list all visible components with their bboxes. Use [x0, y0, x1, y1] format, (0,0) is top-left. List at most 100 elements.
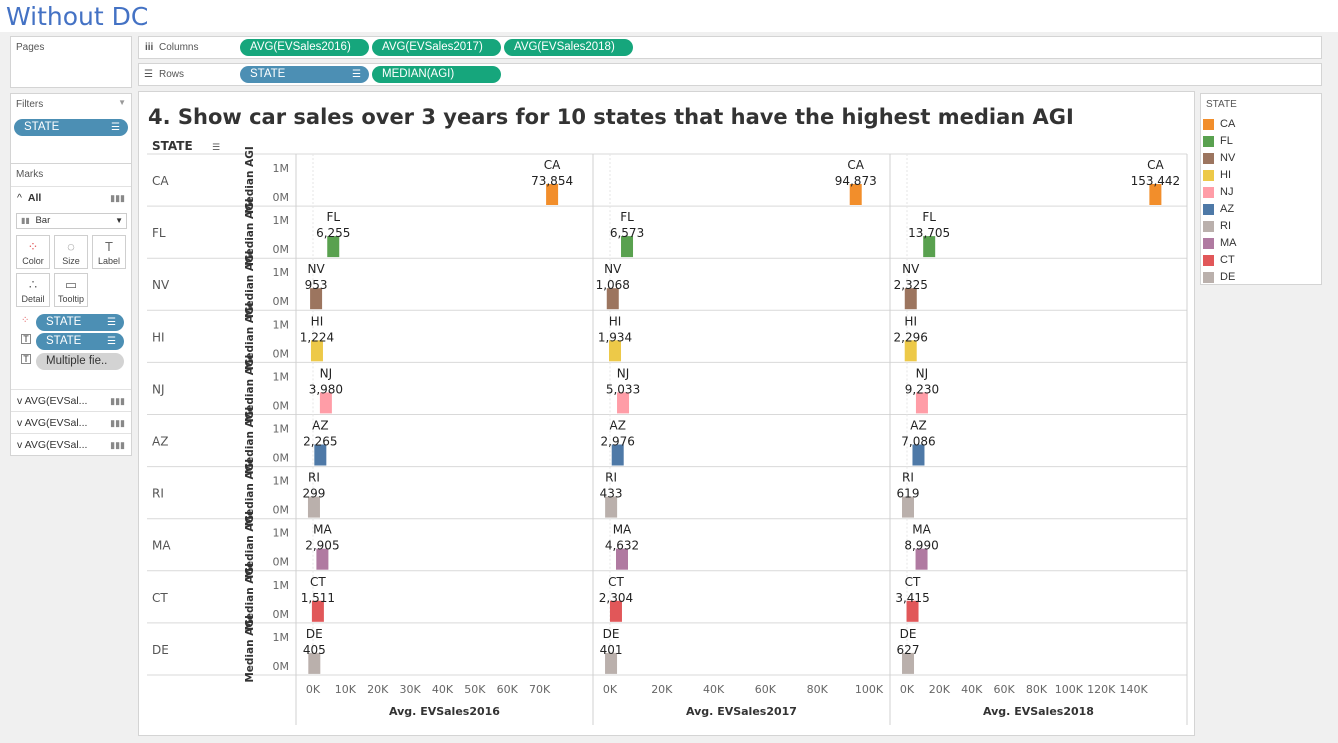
row-axis-label: Median AGI: [244, 407, 256, 475]
bar-de: [902, 652, 915, 674]
row-header-sort-icon[interactable]: ☰: [212, 143, 220, 153]
bar-category-label: MA: [912, 523, 931, 537]
bar-value-label: 299: [303, 487, 326, 501]
row-axis-tick: 1M: [273, 631, 290, 644]
legend-label: FL: [1220, 135, 1233, 147]
sort-icon: ☰: [107, 317, 116, 328]
tooltip-button-label: Tooltip: [57, 294, 84, 304]
bar-value-label: 2,905: [305, 539, 339, 553]
legend-label: MA: [1220, 237, 1237, 249]
pages-label: Pages: [16, 42, 45, 53]
bar-category-label: RI: [605, 471, 617, 485]
bar-category-label: NV: [307, 262, 325, 276]
detail-button[interactable]: ∴ Detail: [16, 273, 50, 307]
x-tick-label: 40K: [703, 683, 725, 696]
x-tick-label: 0K: [603, 683, 618, 696]
bar-ct: [906, 600, 919, 622]
rows-shelf[interactable]: ☰ Rows STATE ☰ MEDIAN(AGI): [138, 63, 1322, 86]
size-button[interactable]: ◌ Size: [54, 235, 88, 269]
x-axis-title: Avg. EVSales2016: [389, 705, 500, 718]
marks-pill-state-label-text: STATE: [46, 335, 82, 347]
size-icon: ◌: [67, 239, 75, 254]
row-axis-tick: 1M: [273, 266, 290, 279]
marks-pill-state-label[interactable]: STATE ☰: [36, 333, 124, 350]
bar-category-label: NJ: [320, 366, 333, 380]
bar-value-label: 627: [897, 643, 920, 657]
column-pill-evsales2018[interactable]: AVG(EVSales2018): [504, 39, 633, 56]
row-axis-label: Median AGI: [244, 563, 256, 631]
measure-row-evsales2018[interactable]: v AVG(EVSal... ▮▮▮: [11, 433, 131, 455]
legend-label: HI: [1220, 169, 1231, 181]
label-encoding-icon: T: [21, 354, 31, 364]
bar-ma: [316, 548, 329, 570]
color-button[interactable]: ⁘ Color: [16, 235, 50, 269]
x-tick-label: 20K: [929, 683, 951, 696]
bar-hi: [609, 340, 622, 362]
x-tick-label: 140K: [1120, 683, 1149, 696]
legend-swatch: [1203, 170, 1214, 181]
row-axis-tick: 0M: [273, 452, 290, 465]
legend-label: NJ: [1220, 186, 1234, 198]
filter-pill-state-label: STATE: [24, 121, 60, 133]
row-header-label: STATE: [152, 139, 193, 153]
column-pill-evsales2016[interactable]: AVG(EVSales2016): [240, 39, 369, 56]
x-tick-label: 40K: [432, 683, 454, 696]
chart-title: 4. Show car sales over 3 years for 10 st…: [148, 105, 1074, 129]
label-button[interactable]: T Label: [92, 235, 126, 269]
row-category-label: NJ: [152, 382, 165, 396]
row-axis-tick: 0M: [273, 608, 290, 621]
sort-icon: ☰: [107, 336, 116, 347]
measure-row-label: AVG(EVSal...: [24, 439, 88, 451]
marks-pill-state-color[interactable]: STATE ☰: [36, 314, 124, 331]
bar-category-label: CA: [544, 158, 561, 172]
legend-label: CA: [1220, 118, 1236, 130]
column-pill-evsales2017[interactable]: AVG(EVSales2017): [372, 39, 501, 56]
bar-chart-icon: ▮▮▮: [110, 440, 125, 450]
measure-row-evsales2016[interactable]: v AVG(EVSal... ▮▮▮: [11, 389, 131, 411]
bar-value-label: 1,934: [598, 330, 632, 344]
row-axis-tick: 1M: [273, 370, 290, 383]
bar-chart-icon: ▮▮▮: [110, 396, 125, 406]
row-axis-tick: 0M: [273, 660, 290, 673]
bar-category-label: NV: [902, 262, 920, 276]
chevron-down-icon: ▼: [115, 216, 123, 225]
bar-value-label: 1,224: [300, 330, 334, 344]
mark-type-select[interactable]: ▮▮ Bar ▼: [16, 213, 127, 229]
row-axis-tick: 0M: [273, 556, 290, 569]
row-category-label: DE: [152, 643, 169, 657]
marks-all-label: All: [27, 192, 42, 204]
sort-icon: ☰: [352, 69, 361, 80]
row-axis-tick: 1M: [273, 475, 290, 488]
color-button-label: Color: [22, 256, 44, 266]
bar-category-label: AZ: [312, 419, 328, 433]
filter-pill-state[interactable]: STATE ☰: [14, 119, 128, 136]
bar-value-label: 13,705: [908, 226, 950, 240]
row-pill-state[interactable]: STATE ☰: [240, 66, 369, 83]
bar-value-label: 6,573: [610, 226, 644, 240]
bar-az: [611, 444, 624, 466]
x-tick-label: 40K: [961, 683, 983, 696]
bar-nj: [915, 392, 928, 414]
columns-shelf[interactable]: iii Columns AVG(EVSales2016) AVG(EVSales…: [138, 36, 1322, 59]
bar-category-label: DE: [306, 627, 323, 641]
measure-row-evsales2017[interactable]: v AVG(EVSal... ▮▮▮: [11, 411, 131, 433]
bar-value-label: 2,304: [599, 591, 633, 605]
tooltip-button[interactable]: ▭ Tooltip: [54, 273, 88, 307]
measure-row-label: AVG(EVSal...: [24, 417, 88, 429]
filters-dropdown-icon[interactable]: ▼: [118, 98, 126, 107]
columns-label: Columns: [159, 42, 199, 53]
expand-chevron-icon: v: [17, 439, 23, 451]
row-pill-median-agi[interactable]: MEDIAN(AGI): [372, 66, 501, 83]
row-pill-state-label: STATE: [250, 68, 286, 80]
bar-value-label: 2,296: [894, 330, 928, 344]
state-legend: STATE CA FL NV HI NJ AZ RI MA CT DE: [1200, 93, 1322, 285]
pages-shelf[interactable]: Pages: [10, 36, 132, 88]
legend-label: DE: [1220, 271, 1236, 283]
bar-category-label: FL: [922, 210, 936, 224]
bar-az: [912, 444, 925, 466]
bar-ri: [902, 496, 915, 518]
detail-button-label: Detail: [21, 294, 45, 304]
marks-pill-multiple-fields[interactable]: Multiple fie..: [36, 353, 124, 370]
marks-all-row[interactable]: ^ All ▮▮▮: [11, 186, 131, 208]
